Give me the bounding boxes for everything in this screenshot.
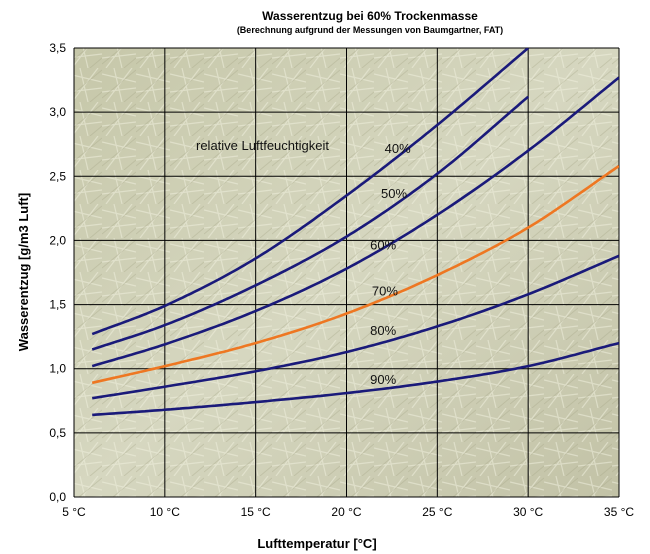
curve-label-40pct: 40%	[385, 141, 411, 156]
y-tick-label: 0,5	[49, 426, 66, 440]
y-tick-label: 3,5	[49, 41, 66, 55]
grid	[73, 47, 620, 498]
series-line-50pct	[91, 95, 530, 351]
x-tick-label: 35 °C	[604, 505, 634, 519]
rh-annotation: relative Luftfeuchtigkeit	[196, 138, 329, 153]
curve-label-70pct: 70%	[372, 283, 398, 298]
series-group	[91, 48, 619, 417]
x-tick-label: 25 °C	[422, 505, 452, 519]
series-line-80pct	[91, 254, 619, 400]
chart-subtitle: (Berechnung aufgrund der Messungen von B…	[237, 25, 503, 35]
x-axis-title: Lufttemperatur [°C]	[257, 536, 376, 551]
x-tick-label: 30 °C	[513, 505, 543, 519]
y-tick-label: 1,0	[49, 362, 66, 376]
x-tick-label: 15 °C	[241, 505, 271, 519]
chart-title: Wasserentzug bei 60% Trockenmasse	[262, 9, 478, 23]
curve-label-60pct: 60%	[370, 237, 396, 252]
curve-label-80pct: 80%	[370, 323, 396, 338]
series-line-40pct	[91, 48, 530, 336]
curve-label-50pct: 50%	[381, 186, 407, 201]
y-tick-label: 3,0	[49, 105, 66, 119]
y-tick-label: 2,0	[49, 233, 66, 247]
series-line-60pct	[91, 76, 619, 368]
tick-labels: 5 °C 10 °C 15 °C 20 °C 25 °C 30 °C 35 °C 0,0 0,5…	[49, 41, 634, 519]
y-tick-label: 1,5	[49, 298, 66, 312]
curve-label-90pct: 90%	[370, 372, 396, 387]
curve-labels: 40% 50% 60% 70% 80% 90%	[370, 141, 411, 387]
x-tick-label: 20 °C	[331, 505, 361, 519]
x-tick-label: 10 °C	[150, 505, 180, 519]
series-line-90pct	[92, 341, 619, 417]
x-tick-label: 5 °C	[62, 505, 86, 519]
y-tick-label: 0,0	[49, 490, 66, 504]
y-axis-title: Wasserentzug [g/m3 Luft]	[16, 193, 31, 351]
series-line-70pct	[91, 164, 619, 385]
y-tick-label: 2,5	[49, 169, 66, 183]
